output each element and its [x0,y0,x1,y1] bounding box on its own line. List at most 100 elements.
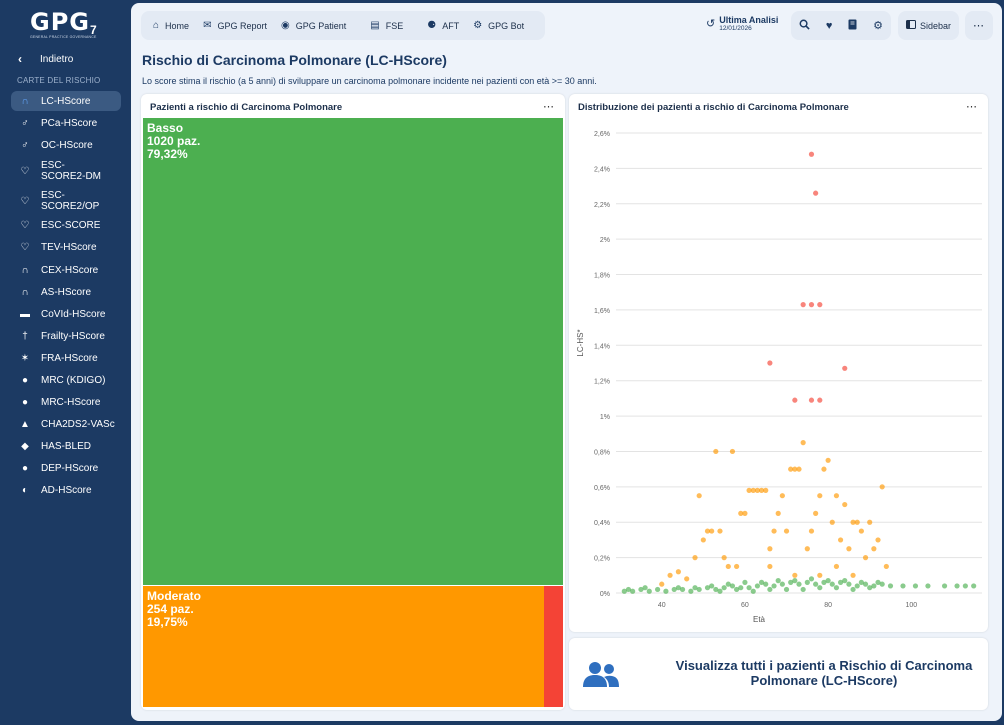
topnav-fse[interactable]: ▤ FSE [370,20,403,31]
scatter-menu-button[interactable]: ⋯ [966,101,978,113]
sidebar-item-label: HAS-BLED [41,440,92,452]
scatter-point [829,581,835,587]
history-icon: ↺ [706,18,716,30]
sidebar-item-as-hscore[interactable]: ∩ AS-HScore [11,282,121,302]
sidebar-item-oc-hscore[interactable]: ♂ OC-HScore [11,135,121,155]
sidebar-toggle-button[interactable]: Sidebar [898,11,959,40]
scatter-point [862,581,869,587]
sidebar-item-pca-hscore[interactable]: ♂ PCa-HScore [11,113,121,133]
robot-icon: ⚙ [473,20,483,31]
sidebar-item-fra-hscore[interactable]: ✶ FRA-HScore [11,348,121,368]
segment-name-moderate: Moderato [147,589,201,603]
sidebar-item-label: AS-HScore [41,286,92,298]
treemap-segment-high[interactable] [544,586,563,707]
sidebar-item-has-bled[interactable]: ◆ HAS-BLED [11,436,121,456]
scatter-point [742,510,748,516]
scatter-point [821,466,827,472]
scatter-point [804,546,810,552]
treemap-menu-button[interactable]: ⋯ [543,101,555,113]
topnav-label: AFT [442,20,460,31]
scatter-point [817,397,823,403]
y-tick-label: 2,2% [594,202,610,209]
sidebar-item-mrc-kdigo-[interactable]: ● MRC (KDIGO) [11,370,121,390]
sidebar-item-ad-hscore[interactable]: ◐ AD-HScore [11,480,121,500]
sidebar-item-dep-hscore[interactable]: ● DEP-HScore [11,458,121,478]
more-options-button[interactable]: ⋯ [965,11,993,40]
sidebar-item-esc-score[interactable]: ♡ ESC-SCORE [11,215,121,235]
scatter-point [788,466,794,472]
segment-name-low: Basso [147,121,184,135]
scatter-point [867,585,873,591]
scatter-point [842,365,848,371]
sidebar-item-tev-hscore[interactable]: ♡ TEV-HScore [11,237,121,257]
toolbar-icons: ♥ ⚙ [791,11,891,40]
scatter-point [971,583,977,589]
lungs-icon: ∩ [21,264,29,276]
scatter-point [817,585,823,591]
sidebar-item-frailty-hscore[interactable]: † Frailty-HScore [11,326,121,346]
scatter-point [709,528,715,534]
scatter-point [875,537,881,543]
sidebar-item-esc-score2-op[interactable]: ♡ ESC-SCORE2/OP [11,187,121,215]
scatter-point [721,585,727,591]
topnav-gpg-report[interactable]: ✉ GPG Report [203,20,267,31]
page-subtitle: Lo score stima il rischio (a 5 anni) di … [142,76,597,86]
topnav-home[interactable]: ⌂ Home [153,20,189,31]
sidebar-item-mrc-hscore[interactable]: ● MRC-HScore [11,392,121,412]
scatter-point [638,586,644,593]
back-label: Indietro [40,53,74,65]
topnav-gpg-bot[interactable]: ⚙ GPG Bot [473,20,524,31]
speech-icon: ● [21,462,29,474]
sidebar-item-label: FRA-HScore [41,352,98,364]
chevron-left-icon: ‹ [18,52,22,66]
heart-icon[interactable]: ♥ [825,19,833,32]
app-logo[interactable]: GPG GENERAL PRACTICE GOVERNANCE 7 [30,10,108,40]
scatter-point [750,588,756,594]
last-analysis-date: 12/01/2026 [719,25,752,32]
scatter-point [833,585,840,591]
scatter-point [667,572,673,578]
lungs-icon: ∩ [21,286,29,298]
sidebar-item-label: PCa-HScore [41,117,98,129]
scatter-point [742,579,748,585]
gear-icon[interactable]: ⚙ [873,20,884,32]
sidebar-toggle-label: Sidebar [919,20,952,31]
heartbeat-icon: ♡ [20,165,30,177]
last-analysis-label: Ultima Analisi [719,15,779,25]
brain-icon: ◐ [21,484,29,496]
sidebar-item-cha2ds2-vasc[interactable]: ▲ CHA2DS2-VASc [11,414,121,434]
search-icon[interactable] [799,19,810,33]
scatter-point [646,588,652,594]
sidebar-item-label: ESC-SCORE2/OP [41,190,100,212]
sidebar-item-covid-hscore[interactable]: ▬ CoVId-HScore [11,304,121,324]
sidebar-item-lc-hscore[interactable]: ∩ LC-HScore [11,91,121,111]
scatter-point [713,586,719,593]
kidney-icon: ● [21,396,29,408]
scatter-point [808,576,815,582]
view-patients-card[interactable]: Visualizza tutti i pazienti a Rischio di… [569,638,988,710]
y-tick-label: 2% [600,237,610,244]
book-icon[interactable] [848,19,857,33]
topnav-gpg-patient[interactable]: ◉ GPG Patient [281,20,346,31]
segment-percent-low: 79,32% [147,147,188,161]
scatter-point [642,585,648,591]
scatter-point [684,576,690,582]
treemap-segment-moderate[interactable]: Moderato 254 paz. 19,75% [143,586,544,707]
x-tick-label: 100 [905,602,917,609]
y-tick-label: 1% [600,414,610,421]
scatter-point [954,583,960,589]
treemap-segment-low[interactable]: Basso 1020 paz. 79,32% [143,118,563,585]
topnav-aft[interactable]: ⚈ AFT [427,20,459,31]
sidebar-item-esc-score2-dm[interactable]: ♡ ESC-SCORE2-DM [11,157,121,185]
y-tick-label: 1,4% [594,343,610,350]
scatter-point [833,493,840,499]
scatter-point [817,572,823,578]
sidebar-item-cex-hscore[interactable]: ∩ CEX-HScore [11,260,121,280]
treemap-title: Pazienti a rischio di Carcinoma Polmonar… [150,102,343,113]
back-button[interactable]: ‹ Indietro [18,51,128,67]
last-analysis[interactable]: ↺ Ultima Analisi 12/01/2026 [706,15,778,32]
scatter-point [800,440,806,446]
scatter-point [850,519,856,525]
scatter-point [796,466,802,472]
scatter-point [746,487,752,493]
